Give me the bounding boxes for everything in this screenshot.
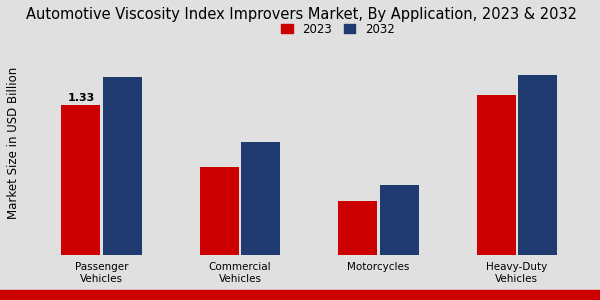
Bar (61, 105, 100, 255)
Text: 1.33: 1.33 (67, 93, 94, 103)
Bar (518, 75, 557, 255)
Bar (103, 77, 142, 255)
Bar (241, 142, 280, 255)
Y-axis label: Market Size in USD Billion: Market Size in USD Billion (7, 66, 20, 219)
Bar (380, 185, 419, 255)
Bar (200, 167, 239, 255)
Legend: 2023, 2032: 2023, 2032 (276, 18, 399, 40)
Bar (477, 95, 515, 255)
Text: Automotive Viscosity Index Improvers Market, By Application, 2023 & 2032: Automotive Viscosity Index Improvers Mar… (26, 7, 577, 22)
Bar (338, 201, 377, 255)
